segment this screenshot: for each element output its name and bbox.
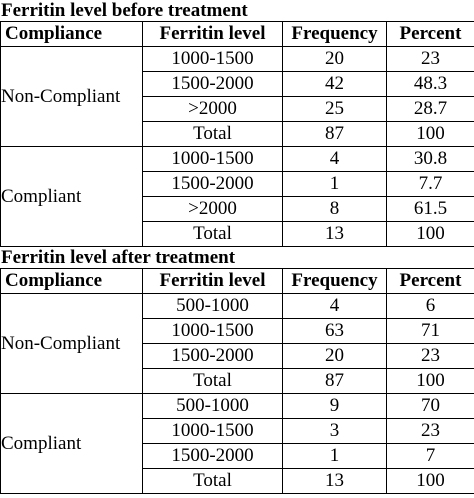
cell-percent: 71 <box>386 318 474 344</box>
table-row: 1500-2000 1 7.7 <box>1 171 474 197</box>
cell-percent: 28.7 <box>386 96 474 122</box>
table-before-treatment: Compliance Ferritin level Frequency Perc… <box>0 21 474 247</box>
table-row: Non-Compliant 1000-1500 20 23 <box>0 46 474 147</box>
header-ferritin-level: Ferritin level <box>142 21 283 47</box>
cell-ferritin-level: >2000 <box>142 196 283 222</box>
table-row: Compliant 1000-1500 4 30.8 <box>0 146 474 247</box>
cell-percent: 30.8 <box>386 146 474 172</box>
header-row: Compliance Ferritin level Frequency Perc… <box>0 21 474 47</box>
section-title-after: Ferritin level after treatment <box>1 247 236 268</box>
table-row: >2000 25 28.7 <box>1 96 474 122</box>
header-frequency: Frequency <box>282 268 387 294</box>
cell-frequency: 25 <box>282 96 387 122</box>
group-label: Non-Compliant <box>0 293 143 394</box>
table-row-total: Total 87 100 <box>1 121 474 147</box>
cell-ferritin-level: Total <box>142 121 283 147</box>
cell-percent: 7 <box>386 443 474 469</box>
cell-frequency: 42 <box>282 71 387 97</box>
cell-frequency: 1 <box>282 171 387 197</box>
table-row: Non-Compliant 500-1000 4 6 <box>0 293 474 394</box>
cell-frequency: 1 <box>282 443 387 469</box>
table-row: 1500-2000 20 23 <box>1 343 474 369</box>
cell-frequency: 4 <box>282 146 387 172</box>
cell-frequency: 87 <box>282 368 387 394</box>
cell-frequency: 20 <box>282 46 387 72</box>
cell-frequency: 20 <box>282 343 387 369</box>
cell-frequency: 13 <box>282 221 387 247</box>
cell-frequency: 9 <box>282 393 387 419</box>
cell-ferritin-level: 1000-1500 <box>142 318 283 344</box>
cell-percent: 48.3 <box>386 71 474 97</box>
cell-percent: 23 <box>386 418 474 444</box>
section-title-before: Ferritin level before treatment <box>1 0 248 21</box>
cell-ferritin-level: Total <box>142 221 283 247</box>
cell-percent: 7.7 <box>386 171 474 197</box>
cell-ferritin-level: 1500-2000 <box>142 343 283 369</box>
table-after-treatment: Compliance Ferritin level Frequency Perc… <box>0 268 474 494</box>
header-compliance: Compliance <box>0 21 143 47</box>
cell-frequency: 63 <box>282 318 387 344</box>
cell-ferritin-level: Total <box>142 468 283 494</box>
cell-frequency: 13 <box>282 468 387 494</box>
header-row: Compliance Ferritin level Frequency Perc… <box>0 268 474 294</box>
cell-percent: 6 <box>386 293 474 319</box>
cell-ferritin-level: 500-1000 <box>142 293 283 319</box>
cell-percent: 100 <box>386 221 474 247</box>
table-row: >2000 8 61.5 <box>1 196 474 222</box>
table-row-total: Total 13 100 <box>1 468 474 494</box>
cell-ferritin-level: 1000-1500 <box>142 418 283 444</box>
cell-ferritin-level: 1000-1500 <box>142 46 283 72</box>
header-compliance: Compliance <box>0 268 143 294</box>
cell-percent: 70 <box>386 393 474 419</box>
header-ferritin-level: Ferritin level <box>142 268 283 294</box>
cell-ferritin-level: 1000-1500 <box>142 146 283 172</box>
cell-ferritin-level: >2000 <box>142 96 283 122</box>
group-label: Compliant <box>0 393 143 494</box>
cell-ferritin-level: 1500-2000 <box>142 171 283 197</box>
cell-percent: 61.5 <box>386 196 474 222</box>
cell-percent: 23 <box>386 343 474 369</box>
table-row: Compliant 500-1000 9 70 <box>0 393 474 494</box>
cell-ferritin-level: 1500-2000 <box>142 443 283 469</box>
group-label: Compliant <box>0 146 143 247</box>
cell-frequency: 87 <box>282 121 387 147</box>
header-frequency: Frequency <box>282 21 387 47</box>
cell-percent: 23 <box>386 46 474 72</box>
cell-frequency: 3 <box>282 418 387 444</box>
cell-percent: 100 <box>386 121 474 147</box>
table-row: 1000-1500 63 71 <box>1 318 474 344</box>
cell-frequency: 8 <box>282 196 387 222</box>
group-label: Non-Compliant <box>0 46 143 147</box>
cell-percent: 100 <box>386 468 474 494</box>
cell-ferritin-level: 500-1000 <box>142 393 283 419</box>
cell-ferritin-level: 1500-2000 <box>142 71 283 97</box>
table-row-total: Total 13 100 <box>1 221 474 247</box>
header-percent: Percent <box>386 21 474 47</box>
header-percent: Percent <box>386 268 474 294</box>
cell-ferritin-level: Total <box>142 368 283 394</box>
cell-frequency: 4 <box>282 293 387 319</box>
cell-percent: 100 <box>386 368 474 394</box>
